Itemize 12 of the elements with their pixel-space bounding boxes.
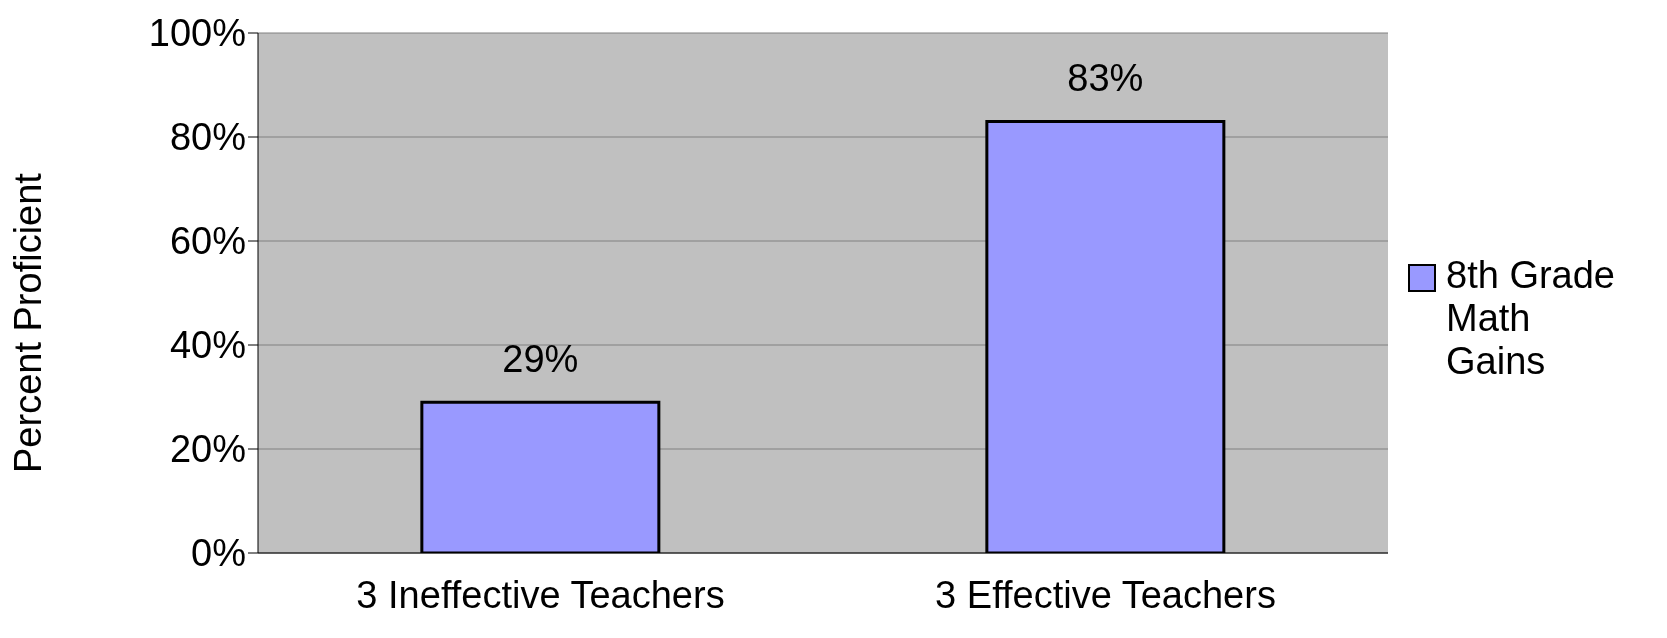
y-tick-label: 0% — [191, 532, 246, 575]
y-tick-label: 40% — [169, 324, 246, 367]
data-label: 83% — [1067, 57, 1144, 100]
x-tick-label: 3 Effective Teachers — [935, 573, 1276, 616]
y-tick-label: 80% — [169, 116, 246, 159]
y-tick-label: 20% — [169, 428, 246, 471]
x-tick-label: 3 Ineffective Teachers — [356, 573, 725, 616]
y-axis-title: Percent Proficient — [7, 172, 50, 473]
legend-label: 8th Grade Math Gains — [1446, 253, 1616, 383]
y-tick-label: 100% — [148, 12, 246, 55]
data-label: 29% — [502, 338, 579, 381]
y-tick-label: 60% — [169, 220, 246, 263]
